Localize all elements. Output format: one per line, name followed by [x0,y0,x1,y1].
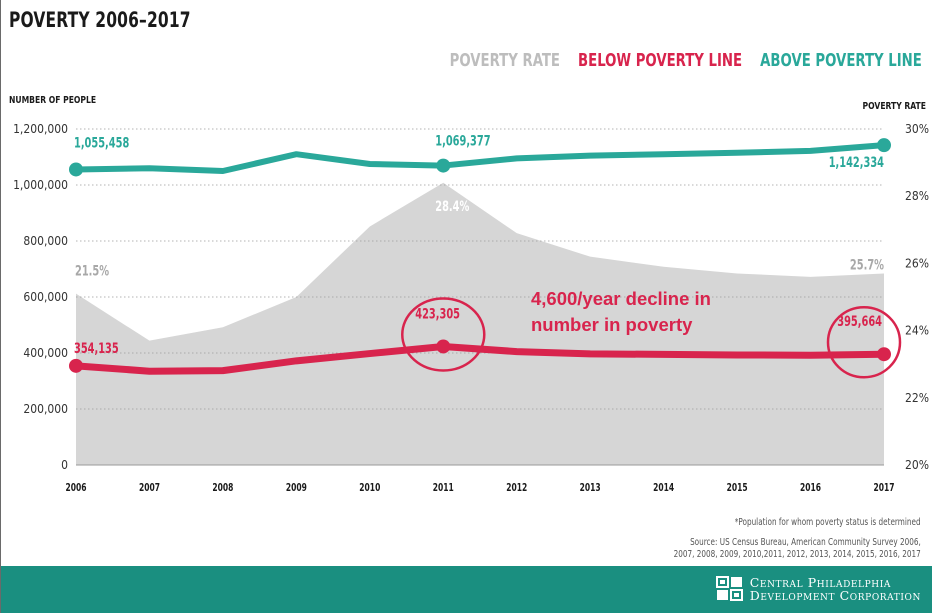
legend-item-above-poverty-line: ABOVE POVERTY LINE [760,50,922,71]
x-tick-label: 2007 [139,482,160,494]
y-left-tick-label: 400,000 [23,346,68,360]
y-left-tick-label: 1,200,000 [13,122,68,136]
annotation-circle-2017 [826,305,902,379]
data-label-poverty-rate-2017: 25.7% [850,256,884,273]
y-right-tick-label: 28% [905,189,929,203]
y-right-tick-label: 20% [905,458,929,472]
x-tick-label: 2013 [580,482,601,494]
y-axis-left-title: NUMBER OF PEOPLE [9,94,96,106]
footnote: *Population for whom poverty status is d… [735,517,921,528]
y-left-tick-label: 0 [61,458,68,472]
x-tick-label: 2006 [65,482,86,494]
page-title: POVERTY 2006–2017 [9,8,191,32]
poverty-chart: NUMBER OF PEOPLE POVERTY RATE 0 200,000 400,… [9,94,929,494]
data-label-below-poverty-line-2011: 423,305 [415,305,460,322]
x-tick-label: 2011 [433,482,454,494]
below-point-2011 [436,339,451,354]
data-label-poverty-rate-2011: 28.4% [435,197,469,214]
logo-line-1: Central Philadelphia [749,575,891,590]
data-label-above-poverty-line-2011: 1,069,377 [435,132,490,149]
below-point-2006 [69,358,83,373]
x-tick-label: 2009 [286,482,307,494]
logo-line-2: Development Corporation [749,588,921,603]
below-point-2017 [877,347,891,362]
cpdc-logo: Central Philadelphia Development Corpora… [715,575,921,603]
above-point-2017 [877,138,891,153]
y-left-tick-label: 1,000,000 [13,178,68,192]
data-label-poverty-rate-2006: 21.5% [75,262,109,279]
cpdc-logo-mark-icon [715,576,743,601]
x-tick-label: 2015 [727,482,748,494]
data-label-below-poverty-line-2006: 354,135 [74,339,119,356]
data-label-above-poverty-line-2017: 1,142,334 [829,154,884,171]
x-tick-label: 2010 [359,482,380,494]
y-axis-right-title: POVERTY RATE [863,100,927,112]
legend-item-poverty-rate: POVERTY RATE [449,50,561,71]
y-right-tick-label: 30% [905,122,929,136]
annotation-text-line-1: 4,600/year decline in [531,288,711,309]
annotation-text-line-2: number in poverty [531,314,693,335]
y-left-tick-label: 200,000 [23,402,68,416]
x-tick-label: 2012 [506,482,527,494]
chart-legend: POVERTY RATE BELOW POVERTY LINE ABOVE POVE… [432,50,922,71]
legend-item-below-poverty-line: BELOW POVERTY LINE [578,50,743,71]
above-poverty-line [73,142,887,174]
source-note: Source: US Census Bureau, American Commu… [673,537,921,560]
x-tick-label: 2008 [212,482,233,494]
data-label-above-poverty-line-2006: 1,055,458 [74,134,129,151]
y-right-tick-label: 22% [905,391,929,405]
y-left-tick-label: 600,000 [23,290,68,304]
above-point-2011 [436,158,451,173]
above-point-2006 [69,162,83,177]
poverty-rate-area [76,182,884,465]
data-label-below-poverty-line-2017: 395,664 [837,313,882,330]
annotation-circle-2011 [401,297,486,372]
x-tick-label: 2014 [653,482,674,494]
footer-band: Central Philadelphia Development Corpora… [1,566,932,613]
x-tick-label: 2016 [800,482,821,494]
y-right-tick-label: 26% [905,256,929,270]
x-tick-label: 2017 [873,482,894,494]
y-right-tick-label: 24% [905,324,929,338]
y-left-tick-label: 800,000 [23,234,68,248]
